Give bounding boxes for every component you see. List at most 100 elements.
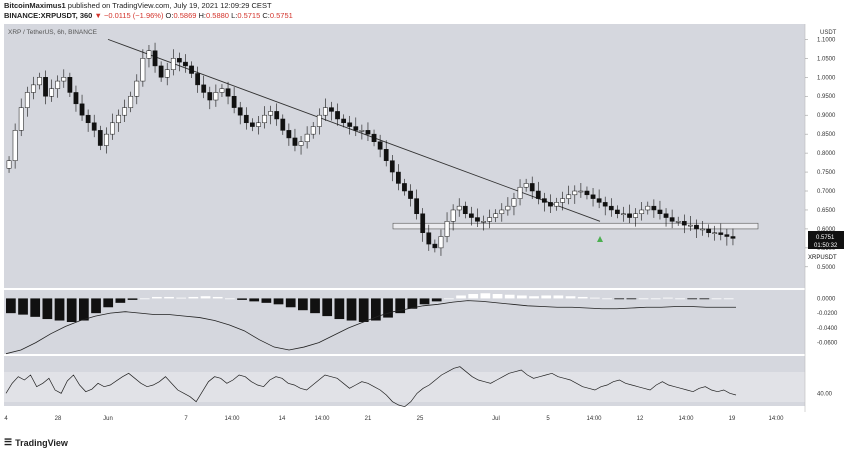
chart-area[interactable]: XRP / TetherUS, 6h, BINANCE USDT 1.1000 1…	[0, 20, 850, 435]
footer-brand[interactable]: TradingView	[15, 437, 68, 448]
price-tick-label: 0.8500	[817, 132, 836, 138]
price-label-symbol: XRPUSDT	[808, 255, 837, 261]
candle-body	[700, 228, 705, 231]
candle-body	[12, 130, 18, 161]
macd-bar	[723, 298, 734, 300]
candle-body	[164, 69, 170, 78]
tradingview-logo-icon: ☰	[4, 437, 13, 447]
candle-body	[657, 209, 663, 215]
candle-body	[651, 205, 657, 211]
candle-body	[243, 114, 249, 124]
candle-body	[237, 107, 243, 116]
candle-body	[371, 133, 377, 142]
macd-bar	[18, 298, 28, 315]
candle-body	[493, 213, 499, 218]
candle-body	[55, 80, 61, 89]
macd-bar	[42, 298, 53, 320]
rsi-y-axis: 40.00	[817, 391, 833, 397]
candle-body	[560, 198, 566, 203]
footer: ☰ TradingView	[4, 437, 68, 448]
candle-body	[450, 209, 456, 222]
candle-body	[310, 126, 316, 135]
ohlc-l-label: L:	[231, 11, 238, 20]
candle-body	[420, 213, 426, 233]
candle-body	[365, 130, 371, 135]
candle-body	[183, 61, 188, 67]
candle-body	[128, 95, 134, 108]
macd-bar	[6, 298, 16, 314]
candle-body	[195, 73, 201, 86]
macd-bar	[115, 298, 126, 303]
x-tick-label: 14:00	[586, 416, 602, 422]
candle-body	[614, 209, 620, 215]
macd-bar	[285, 298, 296, 308]
candle-body	[408, 190, 413, 199]
macd-bar	[188, 296, 199, 299]
candle-body	[584, 190, 590, 196]
candle-body	[18, 107, 24, 131]
price-tick-label: 0.6000	[817, 227, 836, 233]
candle-body	[140, 58, 146, 82]
candle-body	[566, 194, 572, 199]
macd-bar	[444, 298, 454, 300]
candle-body	[456, 205, 462, 211]
price-pane[interactable]	[4, 24, 805, 288]
x-tick-label: 14:00	[678, 416, 694, 422]
candle-body	[335, 111, 340, 120]
candle-body	[73, 92, 79, 105]
candle-body	[316, 114, 322, 127]
x-tick-label: 12	[637, 416, 644, 422]
support-zone-rect	[392, 222, 759, 230]
macd-bar	[711, 298, 722, 300]
candle-body	[30, 84, 36, 93]
macd-bar	[614, 298, 625, 300]
macd-bar	[103, 298, 114, 308]
candle-body	[298, 141, 304, 146]
candle-body	[286, 130, 292, 139]
candle-body	[505, 205, 511, 211]
macd-bar	[225, 298, 235, 300]
candle-body	[79, 103, 85, 116]
macd-bar	[30, 298, 41, 317]
candle-body	[402, 183, 407, 192]
current-price-box: 0.5751 01:50:32	[808, 232, 844, 249]
candle-body	[158, 65, 164, 78]
macd-bar	[346, 298, 357, 321]
macd-bar	[66, 298, 77, 322]
candle-body	[256, 122, 261, 127]
x-axis: 4 28 Jun 7 14:00 14 14:00 21 25 Jul 5 14:00 12 14:00 1…	[4, 416, 784, 422]
ohlc-close: 0.5751	[269, 11, 293, 20]
candle-body	[627, 213, 632, 218]
candle-body	[633, 213, 639, 218]
candle-body	[572, 190, 578, 196]
x-tick-label: 14:00	[768, 416, 784, 422]
macd-bar	[517, 295, 527, 299]
candle-body	[97, 130, 103, 146]
candle-body	[24, 92, 30, 108]
pane-title: XRP / TetherUS, 6h, BINANCE	[8, 29, 98, 36]
candle-body	[724, 234, 730, 237]
author-name[interactable]: BitcoinMaximus1	[4, 1, 66, 10]
x-tick-label: 4	[4, 416, 8, 422]
candle-body	[608, 205, 614, 211]
y-axis-unit: USDT	[820, 30, 837, 36]
candle-body	[274, 111, 280, 120]
candle-body	[578, 190, 584, 193]
candle-body	[481, 221, 486, 223]
macd-bar	[529, 296, 539, 299]
macd-bar	[54, 298, 65, 321]
candle-body	[529, 183, 535, 192]
price-tick-label: 1.0000	[817, 75, 836, 81]
macd-bar	[395, 298, 406, 314]
rsi-band	[4, 372, 805, 402]
macd-histogram	[6, 293, 734, 322]
candle-body	[681, 221, 687, 226]
macd-bar	[480, 293, 491, 299]
candle-body	[176, 58, 182, 63]
x-tick-label: 21	[365, 416, 372, 422]
macd-bar	[212, 296, 223, 299]
candle-body	[219, 88, 225, 93]
price-tick-label: 1.0500	[817, 56, 836, 62]
candle-body	[280, 118, 286, 131]
price-change: ▼ −0.0115 (−1.96%)	[94, 11, 164, 20]
